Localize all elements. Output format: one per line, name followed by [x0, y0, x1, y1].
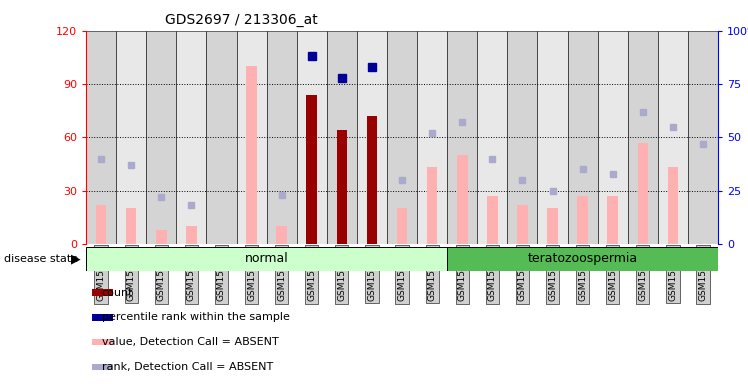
Bar — [367, 116, 377, 244]
Bar — [92, 290, 113, 296]
Text: rank, Detection Call = ABSENT: rank, Detection Call = ABSENT — [102, 362, 273, 372]
Bar — [86, 31, 116, 244]
Bar — [266, 31, 297, 244]
Bar — [186, 226, 197, 244]
Text: teratozoospermia: teratozoospermia — [527, 252, 638, 265]
Bar — [668, 167, 678, 244]
Bar — [577, 196, 588, 244]
Bar — [277, 226, 287, 244]
Bar — [206, 31, 236, 244]
Bar — [447, 31, 477, 244]
Bar — [417, 31, 447, 244]
Bar — [92, 364, 113, 370]
Bar — [688, 31, 718, 244]
Text: percentile rank within the sample: percentile rank within the sample — [102, 312, 289, 322]
Bar — [92, 314, 113, 321]
Text: disease state: disease state — [4, 254, 78, 264]
Text: ▶: ▶ — [71, 252, 81, 265]
FancyBboxPatch shape — [86, 247, 447, 271]
Bar — [538, 31, 568, 244]
Bar — [607, 196, 618, 244]
Bar — [548, 208, 558, 244]
Bar — [246, 66, 257, 244]
Bar — [92, 339, 113, 345]
Bar — [387, 31, 417, 244]
Bar — [357, 31, 387, 244]
Text: value, Detection Call = ABSENT: value, Detection Call = ABSENT — [102, 337, 278, 347]
Bar — [236, 31, 266, 244]
Bar — [177, 31, 206, 244]
Bar — [96, 205, 106, 244]
Bar — [487, 196, 497, 244]
Bar — [297, 31, 327, 244]
Text: count: count — [102, 288, 133, 298]
Bar — [327, 31, 357, 244]
Text: GDS2697 / 213306_at: GDS2697 / 213306_at — [165, 13, 317, 27]
Bar — [396, 208, 408, 244]
Bar — [126, 208, 136, 244]
Bar — [307, 94, 317, 244]
FancyBboxPatch shape — [447, 247, 718, 271]
Bar — [116, 31, 146, 244]
Bar — [568, 31, 598, 244]
Bar — [517, 205, 527, 244]
Bar — [337, 130, 347, 244]
Bar — [658, 31, 688, 244]
Text: normal: normal — [245, 252, 289, 265]
Bar — [477, 31, 507, 244]
Bar — [146, 31, 177, 244]
Bar — [598, 31, 628, 244]
Bar — [628, 31, 658, 244]
Bar — [457, 155, 468, 244]
Bar — [156, 230, 167, 244]
Bar — [507, 31, 538, 244]
Bar — [637, 142, 648, 244]
Bar — [427, 167, 438, 244]
